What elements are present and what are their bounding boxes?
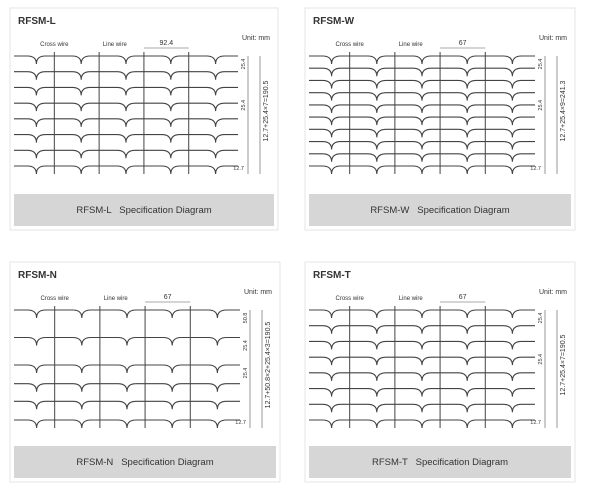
small-dim: 50.8 bbox=[243, 313, 249, 324]
cross-wire-label: Cross wire bbox=[336, 296, 365, 302]
caption: RFSM-T Specification Diagram bbox=[372, 457, 508, 468]
caption-bar bbox=[309, 194, 571, 226]
total-dim: 12.7+50.8×2+25.4×3=190.5 bbox=[265, 322, 272, 409]
unit-label: Unit: mm bbox=[539, 289, 567, 296]
line-wire-label: Line wire bbox=[104, 296, 129, 302]
unit-label: Unit: mm bbox=[539, 35, 567, 42]
small-dim: 25.4 bbox=[243, 340, 249, 351]
total-dim: 12.7+25.4×7=190.5 bbox=[263, 80, 270, 141]
small-dim: 12.7 bbox=[233, 166, 244, 172]
total-dim: 12.7+25.4×7=190.5 bbox=[560, 334, 567, 395]
caption: RFSM-L Specification Diagram bbox=[76, 205, 211, 216]
line-wire bbox=[14, 134, 238, 143]
line-wire bbox=[309, 372, 535, 381]
small-dim: 12.7 bbox=[530, 166, 541, 172]
small-dim: 12.7 bbox=[235, 420, 246, 426]
unit-label: Unit: mm bbox=[242, 35, 270, 42]
caption-bar bbox=[14, 194, 274, 226]
caption: RFSM-N Specification Diagram bbox=[76, 457, 213, 468]
line-wire bbox=[309, 309, 535, 319]
small-dim: 25.4 bbox=[241, 100, 247, 111]
pitch-label: 67 bbox=[459, 40, 467, 47]
pitch-label: 92.4 bbox=[160, 40, 174, 47]
line-wire bbox=[309, 55, 535, 65]
line-wire-label: Line wire bbox=[399, 296, 424, 302]
line-wire bbox=[14, 419, 240, 429]
line-wire bbox=[14, 336, 240, 346]
line-wire bbox=[309, 419, 535, 429]
caption-bar bbox=[309, 446, 571, 478]
cross-wire-label: Cross wire bbox=[40, 42, 69, 48]
pitch-label: 67 bbox=[164, 294, 172, 301]
panel-title: RFSM-T bbox=[313, 270, 351, 281]
panel: RFSM-N Unit: mm Cross wire Line wire 67 12.7+… bbox=[9, 261, 281, 483]
line-wire bbox=[309, 325, 535, 334]
line-wire bbox=[309, 67, 535, 77]
panel-title: RFSM-W bbox=[313, 16, 355, 27]
line-wire-label: Line wire bbox=[103, 42, 128, 48]
line-wire bbox=[14, 309, 240, 319]
small-dim: 25.4 bbox=[538, 59, 544, 70]
line-wire bbox=[14, 364, 240, 374]
small-dim: 12.7 bbox=[530, 420, 541, 426]
line-wire bbox=[14, 400, 240, 410]
panel: RFSM-W Unit: mm Cross wire Line wire 67 12.7+… bbox=[304, 7, 576, 231]
line-wire bbox=[309, 388, 535, 397]
small-dim: 25.4 bbox=[241, 59, 247, 70]
panel-title: RFSM-N bbox=[18, 270, 57, 281]
line-wire bbox=[14, 165, 238, 175]
line-wire bbox=[14, 383, 240, 392]
small-dim: 25.4 bbox=[243, 368, 249, 379]
cross-wire-label: Cross wire bbox=[41, 296, 70, 302]
small-dim: 25.4 bbox=[538, 313, 544, 324]
line-wire bbox=[309, 116, 535, 126]
line-wire bbox=[14, 55, 238, 65]
cross-wire-label: Cross wire bbox=[336, 42, 365, 48]
total-dim: 12.7+25.4×9=241.3 bbox=[560, 80, 567, 141]
line-wire-label: Line wire bbox=[399, 42, 424, 48]
line-wire bbox=[309, 79, 535, 89]
panel-title: RFSM-L bbox=[18, 16, 56, 27]
line-wire bbox=[14, 118, 238, 127]
small-dim: 25.4 bbox=[538, 100, 544, 111]
panel: RFSM-L Unit: mm Cross wire Line wire 92.4 12.… bbox=[9, 7, 279, 231]
panel: RFSM-T Unit: mm Cross wire Line wire 67 12.7+… bbox=[304, 261, 576, 483]
caption-bar bbox=[14, 446, 276, 478]
unit-label: Unit: mm bbox=[244, 289, 272, 296]
pitch-label: 67 bbox=[459, 294, 467, 301]
caption: RFSM-W Specification Diagram bbox=[370, 205, 509, 216]
line-wire bbox=[309, 165, 535, 175]
small-dim: 25.4 bbox=[538, 354, 544, 365]
line-wire bbox=[309, 128, 535, 138]
